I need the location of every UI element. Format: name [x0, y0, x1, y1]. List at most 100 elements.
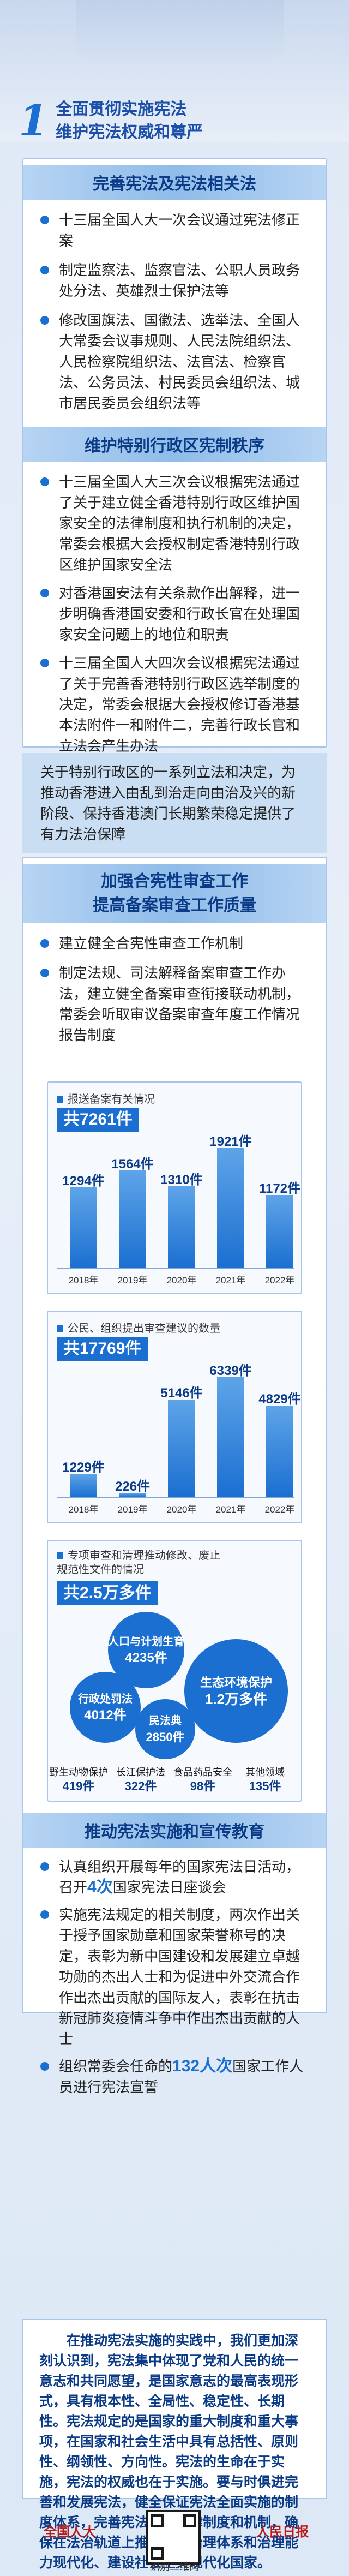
- list-item: 十三届全国人大一次会议通过宪法修正案: [23, 210, 326, 251]
- list-item: 建立健全合宪性审查工作机制: [23, 933, 326, 954]
- list-item: 对香港国安法有关条款作出解释，进一步明确香港国安委和行政长官在处理国家安全问题上…: [23, 583, 326, 645]
- year-tick-label: 2020年: [166, 1504, 197, 1515]
- small-label: 野生动物保护: [49, 1767, 108, 1778]
- bar: [168, 1186, 195, 1268]
- filing-chart: 报送备案有关情况 共7261件 1294件 2018年 1564件 2019年 1310…: [47, 1081, 302, 1294]
- review-title-line-1: 加强合宪性审查工作: [101, 872, 248, 890]
- bar-value-label: 1172件: [258, 1181, 301, 1196]
- chart-title: 公民、组织提出审查建议的数量: [57, 1319, 220, 1335]
- section-title-promotion: 推动宪法实施和宣传教育: [23, 1813, 326, 1848]
- small-value: 322件: [124, 1779, 157, 1793]
- bar-value-label: 226件: [115, 1479, 151, 1495]
- page-title: 1 全面贯彻实施宪法 维护宪法权威和尊严: [19, 98, 203, 144]
- item-text: 修改国旗法、国徽法、选举法、全国人大常委会议事规则、人民法院组织法、人民检察院组…: [59, 312, 300, 411]
- year-tick-label: 2022年: [264, 1275, 295, 1286]
- list-item: 制定监察法、监察官法、公职人员政务处分法、英雄烈士保护法等: [23, 260, 326, 301]
- bar: [217, 1377, 244, 1497]
- bullet-icon: [40, 1862, 49, 1871]
- small-value: 135件: [249, 1779, 281, 1793]
- list-item: 组织常委会任命的132人次国家工作人员进行宪法宣誓: [23, 2056, 326, 2097]
- year-tick-label: 2019年: [117, 1504, 148, 1515]
- list-item: 十三届全国人大三次会议根据宪法通过了关于建立健全香港特别行政区维护国家安全的法律…: [23, 471, 326, 575]
- chart-total: 共17769件: [57, 1337, 148, 1361]
- legislation-card: 完善宪法及宪法相关法 十三届全国人大一次会议通过宪法修正案 制定监察法、监察官法…: [22, 158, 327, 754]
- small-label: 食品药品安全: [173, 1767, 232, 1778]
- list-item: 制定法规、司法解释备案审查工作办法，建立健全备案审查衔接联动机制，常委会听取审议…: [23, 963, 326, 1045]
- bullet-icon: [40, 969, 49, 977]
- sar-note: 关于特别行政区的一系列立法和决定，为推动香港进入由乱到治走向由治及兴的新阶段、保…: [22, 753, 327, 853]
- chart-total: 共7261件: [57, 1108, 139, 1132]
- bar: [266, 1194, 293, 1268]
- chart-total: 共2.5万多件: [57, 1581, 158, 1605]
- chart-title: 报送备案有关情况: [57, 1090, 155, 1106]
- bullet-icon: [40, 2062, 49, 2071]
- year-tick-label: 2022年: [264, 1504, 295, 1515]
- qr-code[interactable]: [146, 2510, 201, 2565]
- footer: 全国人大 人民日报 识别二维码: [0, 2499, 349, 2576]
- item-text: 十三届全国人大三次会议根据宪法通过了关于建立健全香港特别行政区维护国家安全的法律…: [59, 474, 300, 573]
- bar-value-label: 1229件: [62, 1460, 105, 1475]
- bullet-icon: [40, 939, 49, 948]
- bar: [168, 1400, 195, 1497]
- section-title-constitution: 完善宪法及宪法相关法: [23, 165, 326, 200]
- peoples-daily-logo: 人民日报: [256, 2524, 309, 2539]
- year-tick-label: 2020年: [166, 1275, 197, 1286]
- square-icon: [57, 1552, 63, 1559]
- year-tick-label: 2018年: [68, 1275, 99, 1286]
- great-hall-illustration: [76, 0, 284, 65]
- bullet-icon: [40, 266, 49, 274]
- year-tick-label: 2021年: [215, 1504, 246, 1515]
- title-line-1: 全面贯彻实施宪法: [56, 100, 187, 118]
- bar-value-label: 1294件: [62, 1173, 105, 1188]
- bar-value-label: 1310件: [160, 1172, 203, 1187]
- bar: [70, 1474, 97, 1497]
- item-text: 对香港国安法有关条款作出解释，进一步明确香港国安委和行政长官在处理国家安全问题上…: [59, 585, 300, 643]
- summary-card: 在推动宪法实施的实践中，我们更加深刻认识到，宪法集中体现了党和人民的统一意志和共…: [22, 2319, 327, 2571]
- review-title-line-2: 提高备案审查工作质量: [93, 896, 256, 915]
- small-value: 98件: [190, 1779, 216, 1793]
- small-label: 长江保护法: [116, 1767, 165, 1778]
- item-text: 制定法规、司法解释备案审查工作办法，建立健全备案审查衔接联动机制，常委会听取审议…: [59, 965, 300, 1043]
- cleanup-chart: 专项审查和清理推动修改、废止规范性文件的情况 共2.5万多件 人口与计划生育 42…: [47, 1540, 302, 1802]
- bullet-icon: [40, 477, 49, 486]
- x-axis: [57, 1268, 294, 1269]
- review-card: 加强合宪性审查工作 提高备案审查工作质量 建立健全合宪性审查工作机制 制定法规、…: [22, 857, 327, 2095]
- x-axis: [57, 1497, 294, 1498]
- year-tick-label: 2019年: [117, 1275, 148, 1286]
- bullet-icon: [40, 316, 49, 325]
- year-tick-label: 2018年: [68, 1504, 99, 1515]
- square-icon: [57, 1096, 63, 1103]
- bullet-icon: [40, 659, 49, 667]
- item-text: 制定监察法、监察官法、公职人员政务处分法、英雄烈士保护法等: [59, 262, 300, 299]
- item-text: 十三届全国人大一次会议通过宪法修正案: [59, 212, 300, 249]
- list-item: 实施宪法规定的相关制度，两次作出关于授予国家勋章和国家荣誉称号的决定，表彰为新中…: [23, 1904, 326, 2049]
- square-icon: [57, 1325, 63, 1332]
- bar-value-label: 4829件: [258, 1392, 301, 1407]
- bar: [119, 1493, 146, 1497]
- bar-value-label: 1564件: [111, 1156, 154, 1172]
- bar-value-label: 6339件: [209, 1364, 252, 1378]
- bubble-civil-code: 民法典 2850件: [135, 1699, 195, 1759]
- bar: [217, 1148, 244, 1268]
- chart-title: 专项审查和清理推动修改、废止规范性文件的情况: [57, 1550, 220, 1576]
- list-item: 认真组织开展每年的国家宪法日活动，召开4次国家宪法日座谈会: [23, 1856, 326, 1898]
- small-value: 419件: [62, 1779, 95, 1793]
- bubble-penalty: 行政处罚法 4012件: [70, 1672, 141, 1743]
- section-number: 1: [19, 96, 49, 146]
- section-title-review: 加强合宪性审查工作 提高备案审查工作质量: [23, 864, 326, 923]
- bubble-ecology: 生态环境保护 1.2万多件: [184, 1639, 288, 1743]
- item-text: 建立健全合宪性审查工作机制: [59, 935, 244, 952]
- small-label: 其他领域: [245, 1767, 285, 1778]
- title-line-2: 维护宪法权威和尊严: [56, 123, 203, 141]
- bullet-icon: [40, 216, 49, 224]
- bar: [119, 1170, 146, 1268]
- item-text: 十三届全国人大四次会议根据宪法通过了关于完善香港特别行政区选举制度的决定，常委会…: [59, 655, 300, 754]
- qr-caption-1: 识别二维码: [150, 2561, 199, 2572]
- bar: [70, 1187, 97, 1268]
- bullet-icon: [40, 1910, 49, 1919]
- suggestion-chart: 公民、组织提出审查建议的数量 共17769件 1229件 2018年 226件 201…: [47, 1311, 302, 1523]
- section-title-sar: 维护特别行政区宪制秩序: [23, 427, 326, 462]
- bar-value-label: 5146件: [160, 1386, 203, 1401]
- bullet-icon: [40, 589, 49, 597]
